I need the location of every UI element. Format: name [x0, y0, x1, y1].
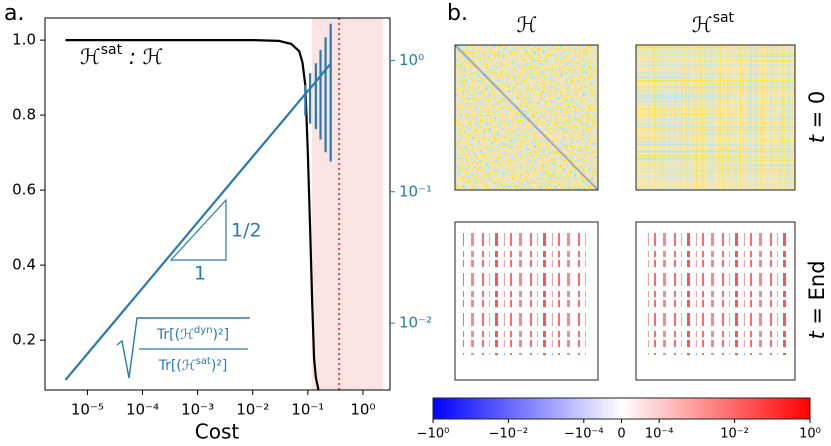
- heatmap-hsat-end: [635, 221, 796, 381]
- heatmap-frame: [635, 221, 796, 381]
- num-sup: dyn: [194, 325, 213, 336]
- y2-tick-label: 10⁻¹: [399, 182, 432, 200]
- ratio-label: ℋsat : ℋ: [80, 42, 163, 69]
- row-var: t: [805, 331, 829, 340]
- column-title: ℋsat: [692, 10, 735, 37]
- ratio-sup: sat: [101, 42, 123, 58]
- colorbar-tick-label: 0: [617, 427, 625, 442]
- colorbar-tick-label: −10⁰: [417, 427, 450, 442]
- slope-triangle: [169, 198, 227, 261]
- colorbar-tick-label: −10⁻⁴: [564, 427, 604, 442]
- axes-frame: [44, 17, 391, 391]
- y-tick-label: 0.2: [12, 331, 36, 349]
- column-title-base: ℋ: [692, 13, 713, 37]
- y2-tick-label: 10⁻²: [399, 314, 432, 332]
- x-tick-label: 10⁻¹: [291, 401, 324, 419]
- x-tick-label: 10⁻⁴: [126, 401, 159, 419]
- row-rest: = End: [805, 260, 829, 331]
- shaded-region: [311, 18, 383, 390]
- heatmap-hsat-t0: [635, 44, 796, 191]
- y-tick-label: 0.8: [12, 106, 36, 124]
- heatmap-image: [463, 229, 591, 355]
- y-tick-label: 0.6: [12, 181, 36, 199]
- panel-label: b.: [447, 1, 468, 26]
- heatmap-frame: [454, 221, 599, 381]
- x-axis-label: Cost: [195, 420, 240, 444]
- x-tick-label: 10⁰: [350, 401, 375, 419]
- row-rest: = 0: [805, 91, 829, 135]
- column-title: ℋ: [517, 13, 538, 37]
- ratio-rest: : ℋ: [122, 45, 163, 69]
- colorbar-tick-label: 10⁻²: [720, 427, 749, 442]
- colorbar-tick-label: −10⁻²: [489, 427, 529, 442]
- colorbar-tick-label: 10⁰: [799, 427, 821, 442]
- numerator: Tr[(ℋdyn)²]: [156, 325, 229, 343]
- line: [65, 39, 320, 390]
- heatmap-h-end: [454, 221, 599, 381]
- heatmap-image: [644, 229, 786, 355]
- panel-a: 10⁻⁵ 10⁻⁴ 10⁻³ 10⁻² 10⁻¹ 10⁰ 0.2 0.4 0.6 0.8 1.0 10…: [12, 17, 432, 419]
- heatmap-frame: [635, 44, 796, 191]
- denominator: Tr[(ℋsat)²]: [158, 356, 228, 374]
- panel-label: a.: [4, 1, 24, 26]
- diagonal: [454, 44, 599, 191]
- y-tick-label: 1.0: [12, 31, 36, 49]
- heatmap-image: [636, 45, 795, 190]
- row-label: t = 0: [805, 91, 829, 144]
- heatmap-h-t0: [454, 44, 599, 191]
- plot-area: [64, 23, 332, 390]
- slope-rise: 1/2: [231, 220, 262, 242]
- heatmap-frame: [454, 44, 599, 191]
- y-tick-label: 0.4: [12, 256, 36, 274]
- slope-run: 1: [194, 263, 206, 285]
- radical: [116, 317, 250, 379]
- column-title-sup: sat: [713, 10, 735, 26]
- row-var: t: [805, 134, 829, 143]
- x-tick-label: 10⁻²: [236, 401, 269, 419]
- num-a: Tr[(ℋ: [156, 327, 194, 343]
- x-tick-label: 10⁻⁵: [71, 401, 104, 419]
- den-sup: sat: [196, 356, 211, 367]
- ratio-base: ℋ: [80, 45, 101, 69]
- num-b: )²]: [213, 327, 230, 343]
- den-b: )²]: [211, 358, 228, 374]
- colorbar: [432, 397, 811, 420]
- y2-tick-label: 10⁰: [399, 51, 424, 69]
- den-a: Tr[(ℋ: [158, 358, 196, 374]
- row-label: t = End: [805, 260, 829, 339]
- colorbar-axis: −10⁰ −10⁻² −10⁻⁴ 0 10⁻⁴ 10⁻² 10⁰: [417, 419, 821, 442]
- x-tick-label: 10⁻³: [181, 401, 214, 419]
- colorbar-tick-label: 10⁻⁴: [645, 427, 674, 442]
- formula: Tr[(ℋdyn)²] Tr[(ℋsat)²]: [116, 317, 250, 379]
